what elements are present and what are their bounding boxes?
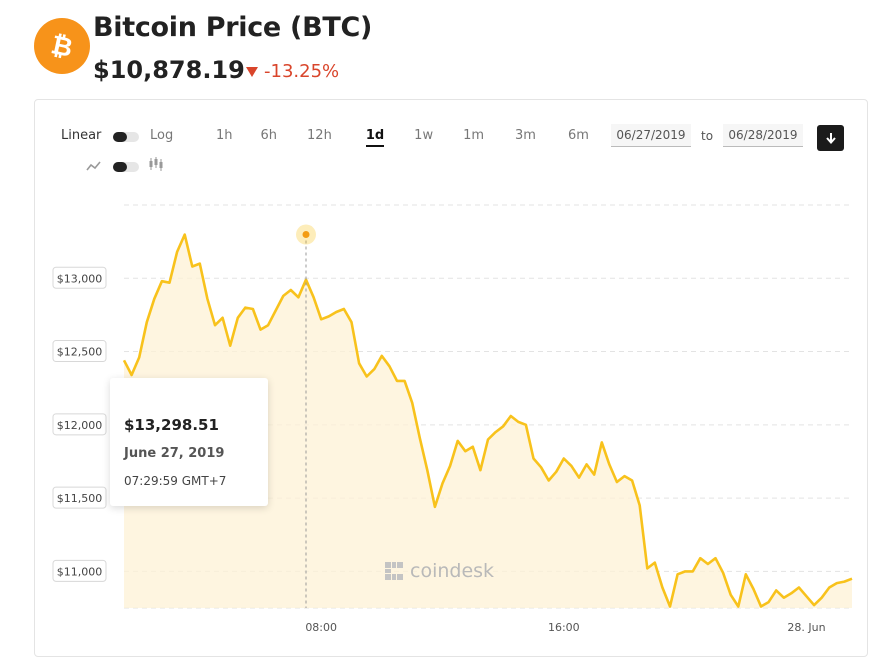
range-tab-1d[interactable]: 1d [365,128,385,147]
price-area-fill [124,234,852,608]
y-tick-text: $13,000 [57,272,103,285]
x-tick-label: 16:00 [548,621,580,634]
x-tick-label: 08:00 [305,621,337,634]
tooltip-price: $13,298.51 [124,416,219,434]
hover-point [296,224,316,245]
tooltip-date: June 27, 2019 [124,446,225,461]
x-tick-label: 28. Jun [787,621,825,634]
y-tick-label: $13,000 [52,266,107,289]
page-title: Bitcoin Price (BTC) [93,12,373,43]
coindesk-logo-icon [385,562,403,580]
y-tick-text: $12,000 [57,419,103,432]
price-change: -13.25% [246,61,339,82]
y-tick-text: $11,000 [57,565,103,578]
range-tab-12h[interactable]: 12h [307,128,332,143]
chart-type-toggle[interactable] [113,162,139,172]
price-line [122,233,853,608]
range-tab-1w[interactable]: 1w [414,128,434,143]
to-label: to [701,129,714,143]
down-arrow-icon [246,66,258,77]
linear-label: Linear [61,128,102,143]
coindesk-watermark: coindesk [384,560,494,582]
y-tick-text: $12,500 [57,346,103,359]
current-price: $10,878.19 [93,56,245,84]
range-tab-6m[interactable]: 6m [567,128,589,143]
download-icon [825,133,836,144]
y-tick-text: $11,500 [57,492,103,505]
price-change-value: -13.25% [264,61,340,82]
date-from-field[interactable]: 06/27/2019 [611,124,691,147]
x-axis-ticks: 08:00 16:00 28. Jun [305,621,825,634]
range-tab-1m[interactable]: 1m [463,128,485,143]
tooltip-time: 07:29:59 GMT+7 [124,474,227,488]
hover-dot [302,231,310,239]
y-tick-box [52,486,107,509]
y-tick-box [52,559,107,582]
date-to-field[interactable]: 06/28/2019 [723,124,803,147]
y-tick-label: $11,000 [52,559,107,582]
price-tooltip: $13,298.51 June 27, 2019 07:29:59 GMT+7 [110,378,268,506]
bitcoin-icon: ₿ [34,18,90,74]
candlestick-icon[interactable] [148,156,164,172]
y-tick-box [52,413,107,436]
y-tick-label: $11,500 [52,486,107,509]
download-button[interactable] [817,125,844,151]
range-tab-6h[interactable]: 6h [260,128,278,143]
log-label: Log [150,128,174,143]
range-tab-3m[interactable]: 3m [515,128,536,143]
y-tick-label: $12,000 [52,413,107,436]
line-chart-icon[interactable] [86,160,102,172]
y-tick-label: $12,500 [52,340,107,363]
y-tick-box [52,266,107,289]
watermark-text: coindesk [410,560,495,582]
y-tick-box [52,340,107,363]
scale-toggle[interactable] [113,132,139,142]
y-axis-ticks: $11,000 $11,500 $12,000 $12,500 $13,000 [52,266,107,582]
range-tab-1h[interactable]: 1h [216,128,233,143]
